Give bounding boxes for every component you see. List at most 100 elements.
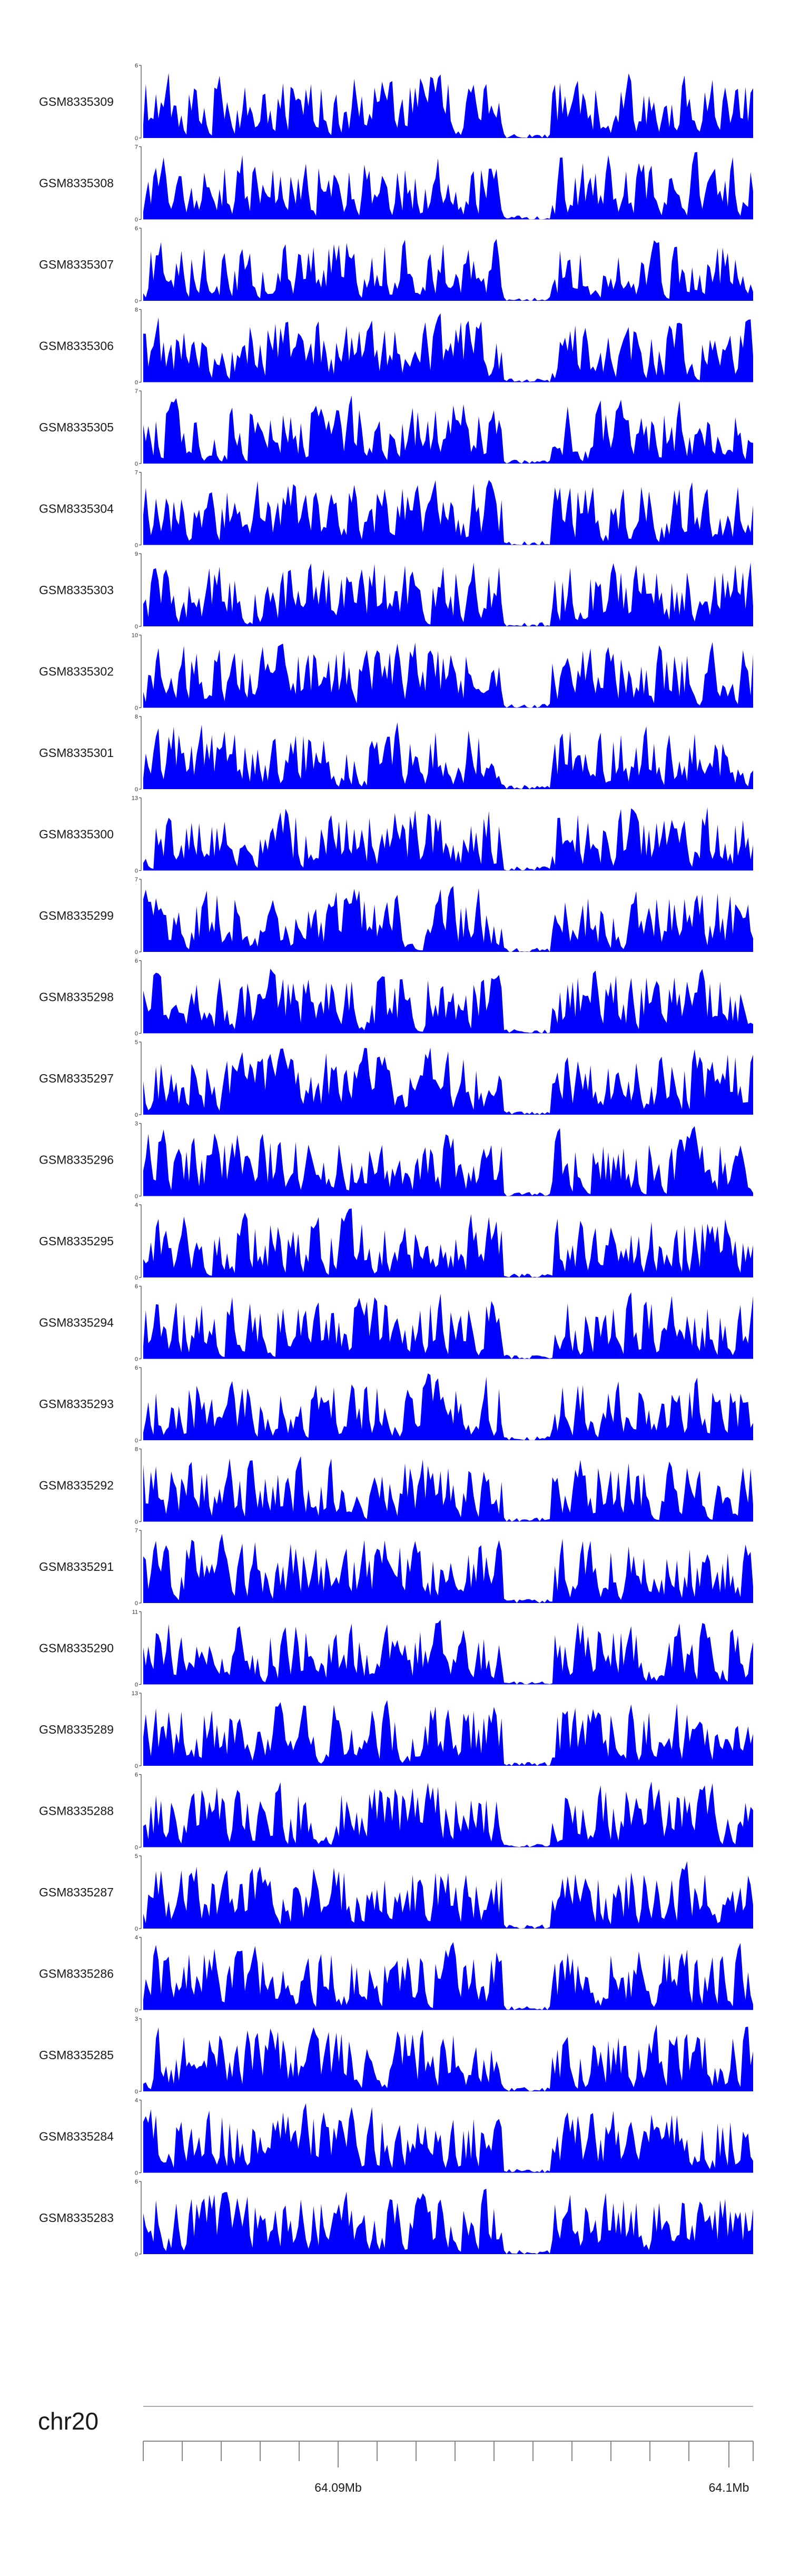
track-label: GSM8335290: [39, 1641, 114, 1655]
track-label: GSM8335308: [39, 176, 114, 190]
track-GSM8335289: GSM8335289 13 0: [39, 1690, 753, 1769]
y-tick-label-max: 8: [135, 714, 138, 720]
y-tick-label-max: 10: [132, 633, 138, 639]
coverage-area: [143, 807, 753, 871]
y-tick-label-max: 4: [135, 2098, 138, 2104]
y-tick-label-min: 0: [135, 1031, 138, 1037]
coverage-area: [143, 968, 753, 1034]
track-label: GSM8335302: [39, 665, 114, 679]
coverage-area: [143, 1619, 753, 1685]
y-tick-label-max: 7: [135, 877, 138, 883]
track-GSM8335295: GSM8335295 4 0: [39, 1202, 753, 1281]
coverage-area: [143, 1781, 753, 1847]
track-GSM8335283: GSM8335283 6 0: [39, 2179, 753, 2258]
y-tick-label-max: 7: [135, 470, 138, 476]
track-label: GSM8335288: [39, 1804, 114, 1818]
y-tick-label-min: 0: [135, 2251, 138, 2258]
track-GSM8335308: GSM8335308 7 0: [39, 144, 753, 223]
track-label: GSM8335292: [39, 1479, 114, 1492]
y-tick-label-min: 0: [135, 543, 138, 549]
chromosome-label: chr20: [38, 2407, 98, 2435]
track-GSM8335299: GSM8335299 7 0: [39, 877, 753, 956]
y-tick-label-min: 0: [135, 1600, 138, 1607]
y-tick-label-min: 0: [135, 1194, 138, 1200]
y-tick-label-min: 0: [135, 298, 138, 304]
y-tick-label-min: 0: [135, 2008, 138, 2014]
coverage-area: [143, 1047, 753, 1115]
track-label: GSM8335299: [39, 909, 114, 922]
axis-tick-label-64.1Mb: 64.1Mb: [709, 2481, 749, 2494]
coverage-tracks: GSM833530960GSM833530870GSM833530760GSM8…: [39, 63, 753, 2258]
y-tick-label-min: 0: [135, 461, 138, 467]
y-tick-label-max: 3: [135, 2016, 138, 2022]
coverage-area: [143, 886, 753, 952]
coverage-area: [143, 1126, 753, 1196]
coverage-area: [143, 1700, 753, 1766]
y-tick-label-min: 0: [135, 705, 138, 712]
y-tick-label-max: 7: [135, 388, 138, 395]
coverage-area: [143, 1292, 753, 1359]
track-label: GSM8335304: [39, 502, 114, 516]
y-tick-label-max: 4: [135, 1202, 138, 1208]
track-label: GSM8335294: [39, 1316, 114, 1330]
y-tick-label-min: 0: [135, 1682, 138, 1688]
coverage-area: [143, 642, 753, 708]
axis-tick-label-64.09Mb: 64.09Mb: [314, 2481, 362, 2494]
y-tick-label-max: 7: [135, 1528, 138, 1534]
track-label: GSM8335293: [39, 1397, 114, 1411]
coverage-area: [143, 1861, 753, 1929]
track-GSM8335291: GSM8335291 7 0: [39, 1528, 753, 1607]
y-tick-label-min: 0: [135, 217, 138, 223]
y-tick-label-min: 0: [135, 1112, 138, 1118]
y-tick-label-max: 6: [135, 225, 138, 232]
axis-ticks: [143, 2441, 754, 2467]
y-tick-label-min: 0: [135, 1763, 138, 1769]
track-GSM8335307: GSM8335307 6 0: [39, 225, 753, 304]
track-label: GSM8335295: [39, 1234, 114, 1248]
coverage-area: [143, 2188, 753, 2254]
coverage-area: [143, 722, 753, 789]
coverage-area: [143, 1533, 753, 1603]
y-tick-label-max: 13: [132, 795, 138, 802]
track-label: GSM8335297: [39, 1071, 114, 1085]
track-label: GSM8335284: [39, 2130, 114, 2144]
y-tick-label-max: 6: [135, 1284, 138, 1290]
track-label: GSM8335283: [39, 2211, 114, 2225]
track-label: GSM8335289: [39, 1723, 114, 1736]
y-tick-label-max: 6: [135, 2179, 138, 2185]
track-GSM8335297: GSM8335297 5 0: [39, 1039, 753, 1118]
coverage-area: [143, 1456, 753, 1522]
track-GSM8335300: GSM8335300 13 0: [39, 795, 753, 874]
y-tick-label-min: 0: [135, 1356, 138, 1363]
track-label: GSM8335291: [39, 1560, 114, 1574]
y-tick-label-min: 0: [135, 1845, 138, 1851]
track-GSM8335301: GSM8335301 8 0: [39, 714, 753, 793]
y-tick-label-min: 0: [135, 624, 138, 630]
track-label: GSM8335300: [39, 828, 114, 841]
track-GSM8335298: GSM8335298 6 0: [39, 958, 753, 1037]
coverage-area: [143, 480, 753, 545]
y-tick-label-min: 0: [135, 1519, 138, 1526]
y-tick-label-max: 13: [132, 1690, 138, 1697]
coverage-area: [143, 1942, 753, 2010]
track-label: GSM8335309: [39, 95, 114, 109]
y-tick-label-min: 0: [135, 1275, 138, 1281]
track-GSM8335285: GSM8335285 3 0: [39, 2016, 753, 2095]
coverage-area: [143, 1373, 753, 1440]
y-tick-label-max: 7: [135, 144, 138, 151]
y-tick-label-min: 0: [135, 380, 138, 386]
y-tick-label-max: 11: [132, 1609, 138, 1616]
y-tick-label-min: 0: [135, 1926, 138, 1932]
y-tick-label-max: 5: [135, 1853, 138, 1860]
y-tick-label-max: 5: [135, 1039, 138, 1046]
y-tick-label-max: 4: [135, 1935, 138, 1941]
track-label: GSM8335298: [39, 990, 114, 1004]
coverage-area: [143, 313, 753, 382]
track-label: GSM8335287: [39, 1885, 114, 1899]
track-GSM8335302: GSM8335302 10 0: [39, 633, 753, 712]
y-tick-label-min: 0: [135, 2170, 138, 2177]
y-tick-label-max: 8: [135, 1447, 138, 1453]
y-tick-label-min: 0: [135, 135, 138, 142]
coverage-area: [143, 152, 753, 220]
